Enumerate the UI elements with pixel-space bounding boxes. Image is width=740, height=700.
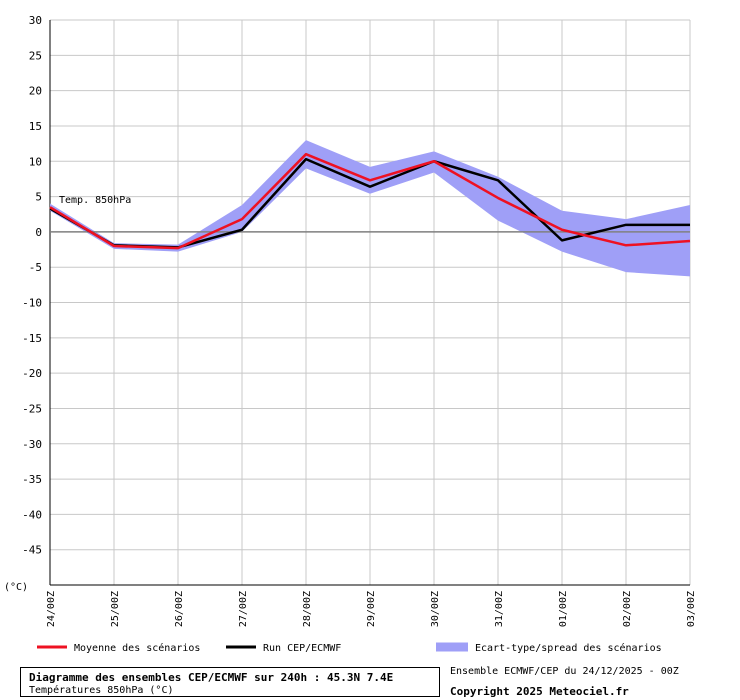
x-tick-label: 28/00Z (302, 591, 313, 627)
y-tick-label: -25 (22, 402, 42, 415)
footer-title: Diagramme des ensembles CEP/ECMWF sur 24… (29, 671, 394, 684)
y-unit-label: (°C) (4, 582, 28, 593)
legend: Moyenne des scénarios Run CEP/ECMWF Ecart-… (37, 642, 662, 654)
y-tick-label: 15 (29, 120, 42, 133)
y-tick-label: -35 (22, 473, 42, 486)
x-tick-label: 01/00Z (558, 591, 569, 627)
y-tick-label: -45 (22, 544, 42, 557)
y-tick-label: 30 (29, 14, 42, 27)
x-tick-labels: 24/00Z 25/00Z 26/00Z 27/00Z 28/00Z 29/00Z 30/0… (46, 591, 697, 627)
series-line (49, 152, 691, 250)
spread-band-group (50, 140, 690, 277)
ensemble-info: Ensemble ECMWF/CEP du 24/12/2025 - 00Z (450, 666, 679, 677)
y-tick-label: 0 (35, 226, 42, 239)
y-tick-labels: 30 25 20 15 10 5 0 -5 -10 -15 -20 -25 -30 -35 -40 -45 (22, 14, 42, 557)
x-tick-label: 30/00Z (430, 591, 441, 627)
x-tick-label: 31/00Z (494, 591, 505, 627)
legend-swatch (37, 645, 67, 649)
y-tick-label: 10 (29, 155, 42, 168)
y-tick-label: 5 (35, 191, 42, 204)
x-tick-label: 02/00Z (622, 591, 633, 627)
y-tick-label: -10 (22, 297, 42, 310)
y-tick-label: 20 (29, 85, 42, 98)
y-tick-label: -20 (22, 367, 42, 380)
legend-label: Moyenne des scénarios (74, 642, 200, 654)
series-lines (49, 152, 691, 250)
footer-title-box: Diagramme des ensembles CEP/ECMWF sur 24… (20, 667, 440, 697)
legend-swatch (436, 642, 468, 652)
y-tick-label: -15 (22, 332, 42, 345)
x-tick-label: 27/00Z (238, 591, 249, 627)
x-tick-label: 26/00Z (174, 591, 185, 627)
x-tick-label: 03/00Z (686, 591, 697, 627)
ensemble-chart: 30 25 20 15 10 5 0 -5 -10 -15 -20 -25 -30 -35 -40 -45 2… (4, 14, 697, 654)
legend-label: Ecart-type/spread des scénarios (475, 642, 662, 654)
y-tick-label: 25 (29, 49, 42, 62)
copyright: Copyright 2025 Meteociel.fr (450, 685, 629, 698)
x-tick-label: 29/00Z (366, 591, 377, 627)
x-tick-label: 24/00Z (46, 591, 57, 627)
y-tick-label: -40 (22, 508, 42, 521)
chart-annotation: Temp. 850hPa (59, 195, 131, 206)
spread-band (50, 140, 690, 277)
y-tick-label: -30 (22, 438, 42, 451)
y-tick-label: -5 (29, 261, 42, 274)
legend-swatch (226, 645, 256, 649)
footer-subtitle: Températures 850hPa (°C) (29, 685, 174, 696)
legend-label: Run CEP/ECMWF (263, 643, 341, 654)
x-tick-label: 25/00Z (110, 591, 121, 627)
chart-grid (49, 19, 691, 586)
